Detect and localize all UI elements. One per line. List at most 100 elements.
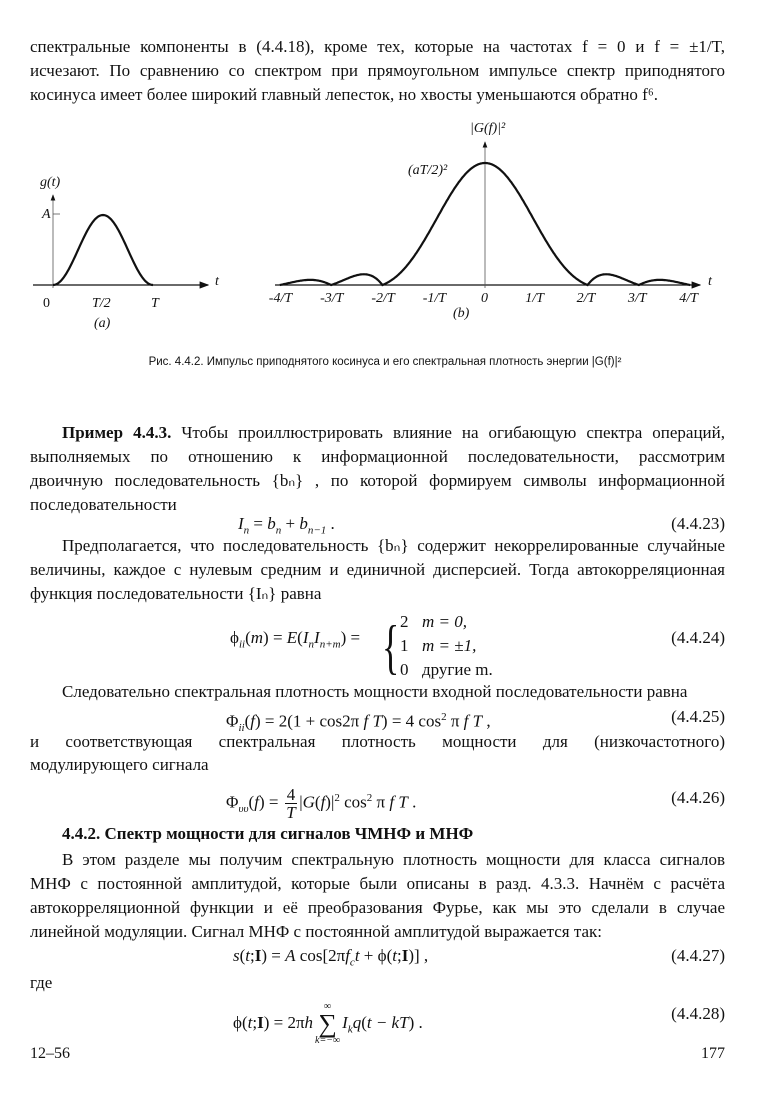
equation-number: (4.4.24) xyxy=(671,628,725,647)
equation-term: k xyxy=(347,1023,353,1036)
equation-4-4-23: In = bn + bn−1 . xyxy=(238,512,335,542)
equation-term: f T xyxy=(463,711,483,731)
equation-term: ii xyxy=(238,722,245,735)
equation-term: ( xyxy=(297,628,303,647)
text-line: и соответствующая спектральная плотность… xyxy=(30,732,725,751)
equation-term: b xyxy=(299,514,308,533)
equation-term: G xyxy=(302,792,315,812)
equation-term: q xyxy=(352,1012,362,1032)
equation-term: f xyxy=(320,792,326,812)
b-peak-label: (aT/2)² xyxy=(408,163,448,178)
equation-term: f T xyxy=(389,792,408,812)
text-line: В этом разделе мы получим спектральную п… xyxy=(62,850,725,869)
b-tick-label: -1/T xyxy=(423,291,448,306)
equation-term: I xyxy=(238,514,244,533)
b-tick-label: 1/T xyxy=(525,291,545,306)
equation-term: ( xyxy=(239,946,246,965)
example-title: Пример 4.4.3. xyxy=(62,423,172,442)
equation-term: ) = xyxy=(258,792,283,812)
equation-term: Φ xyxy=(226,792,239,812)
equation-term: f xyxy=(250,711,255,731)
text-line: косинуса имеет более широкий главный леп… xyxy=(30,85,659,104)
equation-term: I xyxy=(314,628,320,647)
text-line: двоичную последовательность {bₙ} , по ко… xyxy=(30,471,725,490)
b-tick-label: 0 xyxy=(481,291,488,306)
equation-term: n−1 xyxy=(307,524,327,537)
equation-term: b xyxy=(267,514,276,533)
equation-number: (4.4.26) xyxy=(671,788,725,807)
a-tick-0: 0 xyxy=(43,296,50,311)
equation-term: f xyxy=(254,792,259,812)
case-value: 0 xyxy=(400,660,409,679)
section-heading: 4.4.2. Спектр мощности для сигналов ЧМНФ… xyxy=(62,824,474,843)
equation-term: h xyxy=(304,1012,314,1032)
raised-cosine-pulse xyxy=(52,213,154,287)
equation-term: ( xyxy=(314,792,321,812)
equation-term: ϕ( xyxy=(233,1012,248,1032)
figure-caption: Рис. 4.4.2. Импульс приподнятого косинус… xyxy=(148,356,622,368)
text-line: величины, каждое с нулевым средним и еди… xyxy=(30,560,725,579)
brace-icon: { xyxy=(382,614,400,680)
equation-term: ( xyxy=(248,792,255,812)
equation-term: ϕ xyxy=(230,628,239,647)
a-amplitude-label: A xyxy=(41,207,51,222)
equation-term: t xyxy=(354,946,360,965)
equation-term: n xyxy=(243,524,250,537)
b-tick-label: -3/T xyxy=(320,291,345,306)
equation-term: I xyxy=(257,1012,264,1032)
equation-term: s xyxy=(233,946,240,965)
equation-number: (4.4.25) xyxy=(671,707,725,726)
equation-term: I xyxy=(302,628,309,647)
b-x-label: t xyxy=(708,274,713,289)
equation-term: ii xyxy=(238,638,246,651)
equation-term: n+m xyxy=(319,638,341,651)
equation-4-4-28: ϕ(t;I) = 2πh ∞ ∑ k=−∞ Ikq(t − kT) . xyxy=(233,1002,423,1046)
equation-term: υυ xyxy=(238,803,249,816)
page-number: 177 xyxy=(701,1045,725,1062)
sheet-signature: 12–56 xyxy=(30,1045,70,1062)
text-span: Чтобы проиллюстрировать влияние на огиба… xyxy=(171,423,725,442)
equation-term: t − kT xyxy=(366,1012,409,1032)
equation-term: Φ xyxy=(226,711,239,731)
equation-term: . xyxy=(326,514,335,533)
b-y-label: |G(f)|² xyxy=(470,121,506,136)
text-line: Следовательно спектральная плотность мощ… xyxy=(62,682,688,701)
case-condition: m = ±1, xyxy=(422,636,477,655)
equation-term: m xyxy=(250,628,264,647)
equation-term: c xyxy=(349,956,355,969)
text-line: выполняемых по отношению к информационно… xyxy=(30,447,725,466)
case-row: 0 другие m. xyxy=(400,660,493,680)
equation-term: t xyxy=(392,946,397,965)
equation-4-4-24: ϕii(m) = E(InIn+m) = xyxy=(230,626,360,656)
equation-term: ; xyxy=(252,1012,258,1032)
a-tick-T: T xyxy=(151,296,160,311)
equation-term: = xyxy=(249,514,268,533)
equation-term: ) = xyxy=(263,628,287,647)
equation-term: 2 xyxy=(441,711,447,723)
case-value: 2 xyxy=(400,612,409,631)
equation-4-4-26: Φυυ(f) = 4 T |G(f)|2 cos2 π f T . xyxy=(226,786,416,821)
equation-4-4-25: Φii(f) = 2(1 + cos2π f T) = 4 cos2 π f T… xyxy=(226,705,491,740)
equation-term: )| xyxy=(325,792,335,812)
equation-term: t xyxy=(247,1012,253,1032)
figure-4-4-2: g(t) A t 0 T/2 T (a) |G(f)|² (aT/2)² t -… xyxy=(33,121,713,331)
text-line: МНФ с постоянной амплитудой, которые был… xyxy=(30,874,725,893)
equation-term: cos[2π xyxy=(295,946,346,965)
b-tick-label: 3/T xyxy=(627,291,648,306)
equation-number: (4.4.28) xyxy=(671,1004,725,1023)
equation-term: ( xyxy=(245,628,251,647)
equation-term: π xyxy=(446,711,464,731)
case-row: 2 m = 0, xyxy=(400,612,467,632)
a-x-label: t xyxy=(215,274,220,289)
equation-4-4-27: s(t;I) = A cos[2πfct + ϕ(t;I)] , xyxy=(233,944,428,974)
equation-term: π xyxy=(372,792,390,812)
equation-term: ) = 4 cos xyxy=(381,711,442,731)
a-y-label: g(t) xyxy=(40,175,61,190)
text-line: где xyxy=(30,973,53,992)
equation-term: ( xyxy=(361,1012,367,1032)
equation-term: 2 xyxy=(366,792,373,804)
text-line: модулирующего сигнала xyxy=(30,755,209,774)
a-tick-half: T/2 xyxy=(92,296,111,311)
b-tick-label: -2/T xyxy=(371,291,396,306)
